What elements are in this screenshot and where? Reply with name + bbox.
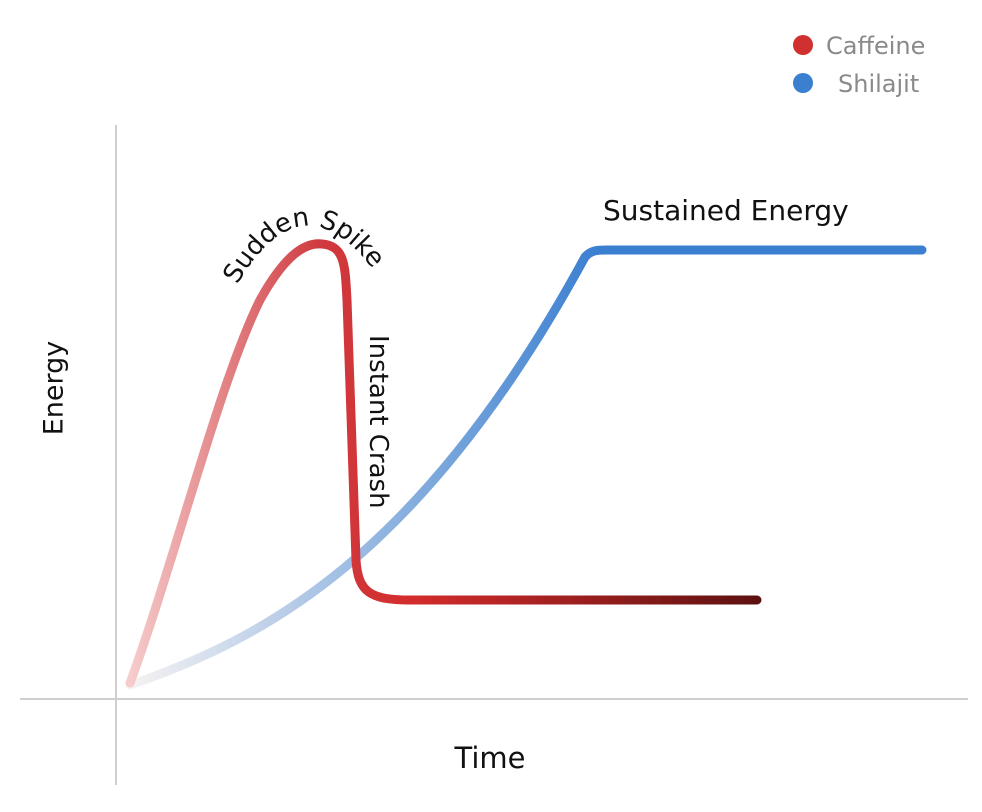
caffeine-curve (125, 239, 762, 688)
legend-label: Shilajit (838, 70, 919, 98)
y-axis-label: Energy (39, 341, 70, 436)
crash-annotation: Instant Crash (363, 335, 393, 509)
sustained-annotation: Sustained Energy (603, 194, 849, 227)
x-axis-label: Time (454, 741, 526, 775)
legend-swatch (793, 35, 813, 55)
legend-swatch (793, 73, 813, 93)
legend-label: Caffeine (826, 32, 925, 60)
shilajit-curve (125, 245, 927, 690)
